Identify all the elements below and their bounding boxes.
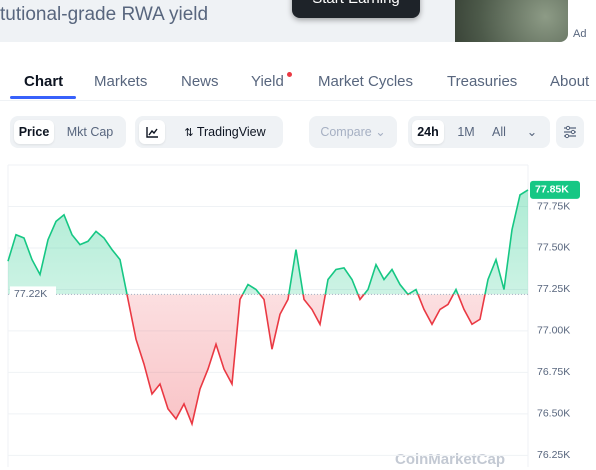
line-icon	[146, 127, 158, 138]
banner-text: tutional-grade RWA yield	[0, 4, 209, 25]
compare-text: Compare	[320, 125, 372, 139]
price-line-down	[126, 294, 486, 427]
y-tick-label: 76.25K	[537, 449, 570, 461]
y-tick-label: 76.50K	[537, 408, 570, 420]
y-tick-label: 77.00K	[537, 325, 570, 337]
price-tag-bg	[530, 180, 580, 199]
toggle-button[interactable]: Mkt Cap	[66, 125, 114, 139]
chart-style-group: ⇅ TradingView	[135, 116, 283, 148]
tradingview-label: TradingView	[196, 125, 266, 139]
compare-dropdown[interactable]: Compare ⌄	[309, 116, 397, 148]
price-tag-label: 77.85K	[535, 184, 569, 196]
tab[interactable]: Chart	[24, 73, 64, 90]
toggle-button[interactable]: Price	[14, 120, 54, 144]
range-group: 24h 1M All ⌄	[408, 116, 550, 148]
baseline-label: 77.22K	[14, 288, 47, 300]
settings-icon	[564, 125, 576, 139]
tab[interactable]: About	[550, 73, 590, 90]
price-chart: CoinMarketCap 76.25K 76.50K 76.75K 77.00K 77…	[7, 164, 580, 468]
y-tick-label: 76.75K	[537, 366, 570, 378]
active-underline	[10, 96, 76, 99]
price-line-up	[7, 189, 529, 295]
y-tick-label: 77.75K	[537, 200, 570, 212]
metric-toggle: Price Mkt Cap	[10, 116, 126, 148]
line-chart-button[interactable]	[139, 120, 165, 144]
range-button[interactable]: 24h	[412, 120, 444, 144]
tradingview-button[interactable]: ⇅ TradingView	[171, 120, 279, 144]
new-dot	[287, 72, 292, 77]
area-up	[8, 189, 528, 295]
tab-bar: Chart Markets News Yield Market Cycles T…	[0, 62, 596, 101]
ad-label: Ad	[573, 28, 587, 40]
y-tick-label: 77.25K	[537, 283, 570, 295]
baseline-label-bg	[10, 286, 56, 302]
banner-image	[455, 0, 568, 42]
range-button[interactable]: All	[492, 125, 506, 139]
settings-button[interactable]	[556, 116, 584, 148]
tab[interactable]: Treasuries	[447, 73, 518, 90]
start-earning-button[interactable]: Start Earning	[292, 0, 420, 18]
range-button[interactable]: 1M	[457, 125, 475, 139]
candle-icon: ⇅	[184, 127, 194, 139]
compare-label: Compare ⌄	[320, 125, 386, 139]
ad-banner[interactable]: tutional-grade RWA yield Start Earning	[0, 0, 568, 42]
range-dropdown[interactable]: ⌄	[526, 125, 538, 139]
watermark: CoinMarketCap	[395, 451, 505, 468]
tab[interactable]: Yield	[251, 73, 284, 90]
area-down	[8, 294, 528, 424]
y-tick-label: 77.50K	[537, 242, 570, 254]
tab[interactable]: Markets	[94, 73, 148, 90]
tab[interactable]: News	[181, 73, 219, 90]
tab[interactable]: Market Cycles	[318, 73, 414, 90]
